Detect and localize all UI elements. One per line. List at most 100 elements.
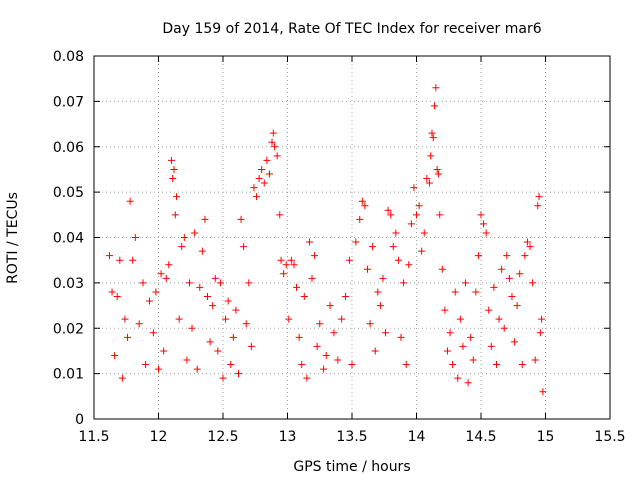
data-point <box>474 252 482 260</box>
y-tick-label: 0.02 <box>53 321 84 337</box>
data-point <box>410 184 418 192</box>
data-point <box>280 270 288 278</box>
data-point <box>485 306 493 314</box>
x-tick-label: 11.5 <box>78 429 109 445</box>
data-point <box>282 261 290 269</box>
data-point <box>258 165 266 173</box>
data-point <box>169 175 177 183</box>
data-point <box>183 356 191 364</box>
data-point <box>247 342 255 350</box>
x-tick-label: 12.5 <box>207 429 238 445</box>
data-point <box>268 138 276 146</box>
data-point <box>113 292 121 300</box>
x-tick-label: 12 <box>150 429 168 445</box>
y-tick-label: 0.06 <box>53 140 84 156</box>
data-point <box>392 229 400 237</box>
data-point <box>503 252 511 260</box>
data-point <box>384 206 392 214</box>
data-point <box>534 202 542 210</box>
data-point <box>382 329 390 337</box>
data-point <box>255 175 263 183</box>
data-point <box>157 270 165 278</box>
x-tick-label: 14 <box>408 429 426 445</box>
data-point <box>459 342 467 350</box>
data-point <box>358 197 366 205</box>
data-point <box>173 193 181 201</box>
data-point <box>413 211 420 219</box>
data-point <box>366 320 374 328</box>
data-point <box>394 256 402 264</box>
grid-lines <box>94 56 610 419</box>
chart-title: Day 159 of 2014, Rate Of TEC Index for r… <box>162 21 541 37</box>
data-point <box>298 361 306 369</box>
data-point <box>229 333 237 341</box>
data-point <box>135 320 143 328</box>
data-point <box>397 333 405 341</box>
data-point <box>240 243 248 251</box>
data-point <box>316 320 324 328</box>
data-point <box>277 256 285 264</box>
data-point <box>516 270 524 278</box>
data-point <box>405 261 413 269</box>
data-point <box>464 379 472 387</box>
data-point <box>505 274 513 282</box>
data-point <box>293 283 301 291</box>
data-point <box>443 347 451 355</box>
data-point <box>330 329 338 337</box>
data-point <box>431 102 439 110</box>
data-point <box>121 315 129 323</box>
data-point <box>185 279 193 287</box>
data-point <box>462 279 470 287</box>
data-point <box>308 274 316 282</box>
data-point <box>361 202 369 210</box>
data-point <box>170 165 178 173</box>
data-point <box>451 288 459 296</box>
data-point <box>320 365 328 373</box>
data-point <box>219 374 227 382</box>
data-point <box>427 152 435 160</box>
data-point <box>260 179 268 187</box>
x-tick-label: 15.5 <box>594 429 625 445</box>
data-point <box>214 347 222 355</box>
data-point <box>118 374 126 382</box>
y-tick-label: 0.04 <box>53 231 84 247</box>
data-point <box>322 351 330 359</box>
data-point <box>449 361 457 369</box>
data-point <box>418 247 426 255</box>
data-point <box>224 297 232 305</box>
data-point <box>131 234 139 241</box>
data-point <box>162 274 170 282</box>
data-point <box>305 238 313 246</box>
axis-ticks: 11.5 12 12.5 13 13.5 14 14.5 15 15.5 0 0.01 0.02 0.0… <box>53 49 626 445</box>
data-point <box>467 333 475 341</box>
data-point <box>145 297 153 305</box>
data-point <box>265 170 273 178</box>
data-point <box>472 288 480 296</box>
data-point <box>526 243 534 251</box>
data-point <box>242 320 250 328</box>
data-point <box>206 338 214 346</box>
data-point <box>149 329 157 337</box>
data-point <box>287 256 295 264</box>
data-point <box>232 306 240 314</box>
data-point <box>518 361 526 369</box>
data-point <box>271 143 279 151</box>
data-point <box>139 279 147 287</box>
data-point <box>313 342 321 350</box>
x-tick-label: 13 <box>279 429 297 445</box>
y-tick-label: 0.08 <box>53 49 84 65</box>
data-point <box>356 215 364 223</box>
data-point <box>434 170 442 178</box>
x-tick-label: 15 <box>537 429 555 445</box>
data-point <box>389 243 397 251</box>
data-point <box>428 129 436 137</box>
plot-frame <box>93 55 611 420</box>
y-tick-label: 0 <box>75 412 84 428</box>
data-point <box>407 220 415 228</box>
data-point <box>492 361 500 369</box>
data-point <box>513 302 521 310</box>
data-point <box>160 347 168 355</box>
data-point <box>400 279 408 287</box>
data-point <box>487 342 495 350</box>
